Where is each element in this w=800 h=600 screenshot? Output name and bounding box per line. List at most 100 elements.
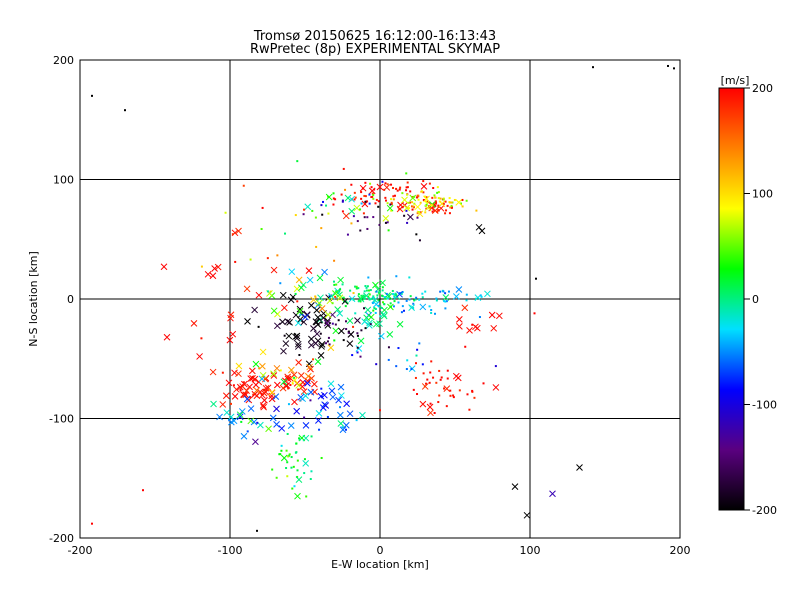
data-point-dot <box>294 214 297 217</box>
cross-stroke <box>301 313 309 321</box>
data-point-dot <box>319 332 322 335</box>
cross-stroke <box>223 409 231 416</box>
cross-stroke <box>329 393 337 401</box>
data-point-dot <box>374 308 377 311</box>
cross-stroke <box>327 344 335 352</box>
data-point-cross <box>294 319 302 327</box>
data-point-dot <box>461 198 464 201</box>
data-point-dot <box>392 195 395 198</box>
data-point-dot <box>369 323 372 326</box>
cross-stroke <box>252 360 260 368</box>
cross-stroke <box>473 324 481 332</box>
data-point-dot <box>430 204 433 207</box>
data-point-cross <box>386 204 394 212</box>
data-point-cross <box>270 266 278 274</box>
data-point-dot <box>395 275 398 278</box>
data-point-dot <box>432 376 435 379</box>
data-point-cross <box>317 294 324 302</box>
data-point-dot <box>377 291 380 294</box>
data-point-cross <box>310 325 317 332</box>
cross-stroke <box>549 490 556 498</box>
data-point-cross <box>346 340 354 348</box>
data-point-cross <box>357 295 365 302</box>
data-point-dot <box>396 189 399 192</box>
data-point-dot <box>221 371 224 374</box>
data-point-dot <box>353 191 356 194</box>
data-point-dot <box>386 202 389 205</box>
cross-stroke <box>437 204 445 212</box>
cross-stroke <box>368 187 376 195</box>
data-point-cross <box>190 320 198 327</box>
data-point-dot <box>320 387 323 390</box>
cross-stroke <box>332 327 340 335</box>
data-point-cross <box>285 332 293 340</box>
cross-stroke <box>354 317 361 324</box>
cross-stroke <box>251 306 258 314</box>
data-point-dot <box>442 290 445 293</box>
data-point-dot <box>475 297 478 300</box>
data-point-cross <box>408 304 416 311</box>
data-point-cross <box>335 396 342 404</box>
cross-stroke <box>302 434 310 442</box>
data-point-cross <box>268 388 276 396</box>
data-point-dot <box>266 290 269 293</box>
data-point-dot <box>342 300 345 303</box>
data-point-dot <box>311 209 314 212</box>
data-point-dot <box>411 201 414 204</box>
data-point-dot <box>280 444 283 447</box>
data-point-cross <box>298 383 306 390</box>
data-point-cross <box>262 384 270 392</box>
data-point-dot <box>397 301 400 304</box>
data-point-cross <box>334 306 342 313</box>
data-point-dot <box>296 160 299 163</box>
data-point-cross <box>342 212 350 220</box>
data-point-dot <box>363 216 366 219</box>
data-point-cross <box>387 303 394 311</box>
data-point-cross <box>312 318 320 325</box>
data-point-cross <box>273 421 280 428</box>
data-point-dot <box>443 300 446 303</box>
data-point-dot <box>252 393 255 396</box>
data-point-dot <box>325 204 328 207</box>
data-point-dot <box>360 197 363 200</box>
data-point-dot <box>387 229 390 232</box>
data-point-dot <box>452 396 455 399</box>
data-point-dot <box>376 294 379 297</box>
data-point-dot <box>439 290 442 293</box>
data-point-dot <box>371 192 374 195</box>
cross-stroke <box>326 297 334 305</box>
data-point-dot <box>384 221 387 224</box>
cross-stroke <box>366 319 373 327</box>
data-point-dot <box>416 216 419 219</box>
data-point-cross <box>291 376 299 384</box>
data-point-dot <box>142 489 144 492</box>
cross-stroke <box>270 266 278 274</box>
data-point-dot <box>360 329 363 332</box>
cross-stroke <box>248 367 256 375</box>
cross-stroke <box>289 293 297 301</box>
data-point-dot <box>418 342 421 345</box>
data-point-cross <box>302 460 310 467</box>
data-point-dot <box>341 426 344 429</box>
data-point-dot <box>342 339 345 342</box>
cross-stroke <box>260 403 267 411</box>
cross-stroke <box>243 387 250 395</box>
data-point-dot <box>414 376 417 379</box>
data-point-dot <box>381 180 384 183</box>
cross-stroke <box>408 304 416 311</box>
cross-stroke <box>304 372 312 380</box>
cross-stroke <box>357 295 365 302</box>
cross-stroke <box>348 295 356 303</box>
cross-stroke <box>228 418 235 426</box>
data-point-dot <box>393 194 396 197</box>
data-point-dot <box>372 216 375 219</box>
data-point-dot <box>412 302 415 305</box>
colorbar-tick-label: 200 <box>752 82 773 95</box>
cross-stroke <box>294 340 302 348</box>
data-point-dot <box>331 302 334 305</box>
cross-stroke <box>401 196 408 204</box>
data-point-cross <box>426 403 434 411</box>
data-point-cross <box>228 418 235 426</box>
data-point-cross <box>236 411 244 419</box>
